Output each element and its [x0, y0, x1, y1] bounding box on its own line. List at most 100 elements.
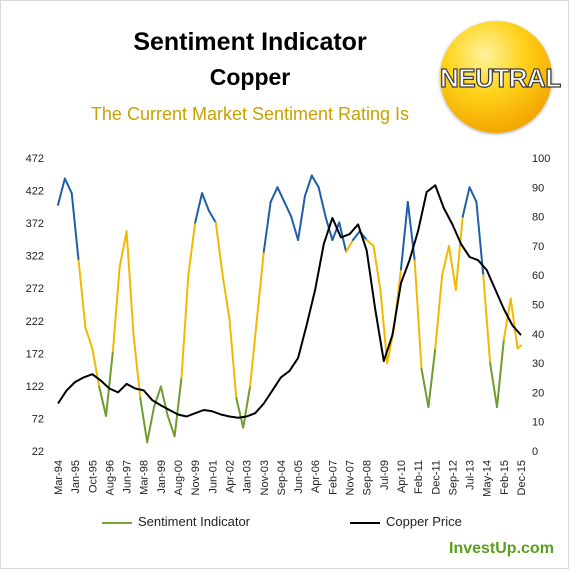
sentiment-segment: [502, 297, 512, 341]
right-tick-label: 70: [532, 241, 544, 253]
right-tick-label: 20: [532, 387, 544, 399]
sentiment-segment: [242, 385, 252, 429]
left-tick-label: 172: [26, 348, 44, 360]
sentiment-segment: [262, 200, 272, 253]
x-tick-label: Feb-15: [499, 460, 511, 495]
sentiment-segment: [228, 318, 238, 400]
sentiment-segment: [235, 397, 245, 429]
sentiment-segment: [475, 200, 485, 277]
sentiment-segment: [399, 200, 409, 271]
x-tick-label: Apr-10: [396, 460, 408, 493]
x-tick-label: Sep-12: [447, 460, 459, 495]
x-tick-label: Dec-11: [430, 460, 442, 495]
sentiment-segment: [70, 192, 80, 262]
x-tick-label: Apr-02: [224, 460, 236, 493]
sentiment-segment: [57, 177, 66, 206]
sentiment-segment: [406, 200, 416, 262]
x-tick-label: Jun-01: [207, 460, 219, 494]
copper-price-line: [57, 184, 522, 419]
sentiment-segment: [249, 318, 258, 388]
sentiment-segment: [105, 350, 114, 417]
sentiment-segment: [207, 209, 217, 224]
right-tick-label: 10: [532, 417, 544, 429]
right-tick-label: 30: [532, 358, 544, 370]
x-tick-label: May-14: [482, 460, 494, 497]
sentiment-segment: [290, 215, 300, 242]
right-tick-label: 100: [532, 153, 550, 165]
sentiment-segment: [317, 186, 327, 218]
x-tick-label: Nov-07: [345, 460, 357, 495]
legend-sentiment-swatch: [102, 521, 132, 524]
x-tick-label: Apr-06: [310, 460, 322, 493]
x-tick-label: Jul-13: [465, 460, 477, 490]
sentiment-segment: [365, 239, 375, 247]
x-tick-label: Jun-05: [293, 460, 305, 494]
right-tick-label: 40: [532, 329, 544, 341]
x-tick-label: Dec-15: [516, 460, 528, 495]
legend-sentiment-label: Sentiment Indicator: [138, 514, 251, 529]
sentiment-segment: [468, 186, 478, 203]
right-tick-label: 80: [532, 212, 544, 224]
sentiment-segment: [461, 186, 471, 218]
sentiment-segment: [413, 259, 423, 370]
sentiment-segment: [187, 221, 197, 277]
x-tick-label: Feb-07: [327, 460, 339, 495]
legend-sentiment: Sentiment Indicator: [102, 514, 250, 529]
sentiment-segment: [310, 174, 320, 189]
sentiment-segment: [77, 259, 87, 329]
sentiment-segment: [379, 288, 389, 365]
right-tick-label: 60: [532, 270, 544, 282]
rating-badge: NEUTRAL: [439, 21, 562, 133]
x-tick-label: Sep-08: [362, 460, 374, 495]
right-tick-label: 90: [532, 182, 544, 194]
sentiment-segment: [139, 397, 149, 444]
sentiment-segment: [447, 244, 457, 291]
x-tick-label: Nov-03: [259, 460, 271, 495]
sentiment-segment: [132, 332, 142, 400]
sentiment-segment: [153, 385, 162, 409]
sentiment-segment: [118, 230, 128, 268]
left-tick-label: 122: [26, 381, 44, 393]
sentiment-segment: [434, 274, 444, 350]
x-tick-label: Jun-97: [122, 460, 134, 494]
sentiment-segment: [84, 326, 94, 350]
sentiment-segment: [351, 230, 361, 242]
sentiment-segment: [201, 192, 210, 212]
sentiment-segment: [221, 274, 231, 321]
left-tick-label: 272: [26, 283, 44, 295]
sentiment-segment: [441, 244, 450, 277]
legend-copper-swatch: [350, 521, 380, 524]
x-tick-label: Nov-99: [190, 460, 202, 495]
sentiment-segment: [427, 347, 437, 409]
sentiment-segment: [269, 186, 279, 203]
sentiment-segment: [166, 414, 176, 438]
sentiment-segment: [276, 186, 286, 203]
sentiment-segment: [297, 195, 306, 242]
sentiment-segment: [283, 200, 293, 218]
sentiment-segment: [509, 297, 519, 350]
sentiment-segment: [372, 244, 382, 291]
chart-subtitle: Copper: [209, 64, 291, 90]
sentiment-segment: [255, 250, 265, 321]
x-tick-label: Mar-98: [139, 460, 151, 495]
left-tick-label: 422: [26, 186, 44, 198]
sentiment-segment: [111, 265, 121, 353]
rating-badge-text: NEUTRAL: [439, 62, 561, 93]
sentiment-segment: [489, 362, 498, 409]
x-tick-label: Jan-03: [242, 460, 254, 494]
x-tick-label: Mar-94: [53, 460, 65, 495]
x-tick-label: Jan-99: [156, 460, 168, 494]
sentiment-segment: [173, 376, 183, 438]
right-tick-label: 0: [532, 446, 538, 458]
sentiment-segment: [159, 385, 169, 417]
sentiment-segment: [482, 274, 492, 365]
x-tick-label: Feb-11: [413, 460, 425, 494]
brand-logo: InvestUp.com: [449, 540, 554, 557]
sentiment-segment: [146, 406, 156, 444]
sentiment-segment: [420, 367, 430, 409]
sentiment-segment: [63, 177, 73, 195]
sentiment-segment: [91, 347, 101, 388]
right-tick-label: 50: [532, 300, 544, 312]
left-tick-label: 472: [26, 153, 44, 165]
